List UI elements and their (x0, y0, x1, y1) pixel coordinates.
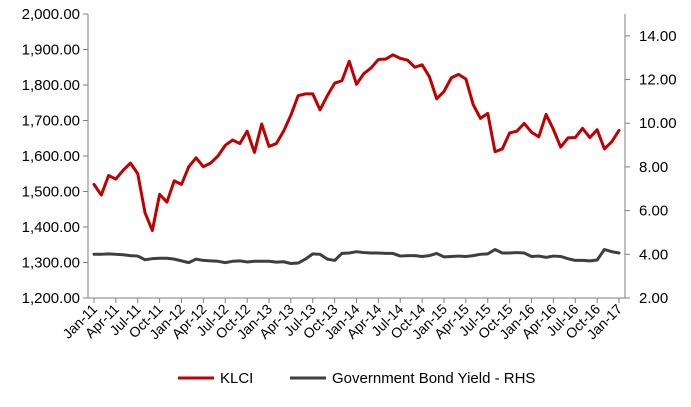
y-left-tick-label: 2,000.00 (22, 6, 80, 23)
y-left-tick-label: 1,500.00 (22, 184, 80, 201)
legend-label-bond-yield: Government Bond Yield - RHS (332, 370, 535, 387)
series-lines (92, 53, 621, 265)
y-left-tick-label: 1,200.00 (22, 290, 80, 307)
y-left-tick-label: 1,600.00 (22, 148, 80, 165)
y-right-tick-label: 12.00 (639, 72, 677, 89)
y-left-tick-label: 1,300.00 (22, 255, 80, 272)
axes: 1,200.00 1,300.00 1,400.00 1,500.00 1,600.00… (22, 6, 677, 342)
y-left-tick-label: 1,700.00 (22, 113, 80, 130)
y-right-tick-label: 4.00 (639, 246, 668, 263)
y-right-tick-label: 2.00 (639, 290, 668, 307)
y-right-tick-label: 8.00 (639, 159, 668, 176)
y-left-tick-label: 1,900.00 (22, 42, 80, 59)
series-line-bond-yield (92, 248, 621, 265)
legend-label-klci: KLCI (220, 370, 253, 387)
y-right-tick-label: 10.00 (639, 115, 677, 132)
y-left-tick-label: 1,800.00 (22, 77, 80, 94)
legend: KLCI Government Bond Yield - RHS (178, 370, 535, 387)
y-right-tick-label: 6.00 (639, 203, 668, 220)
y-right-tick-label: 14.00 (639, 28, 677, 45)
y-left-tick-label: 1,400.00 (22, 219, 80, 236)
series-line-klci (92, 53, 621, 233)
